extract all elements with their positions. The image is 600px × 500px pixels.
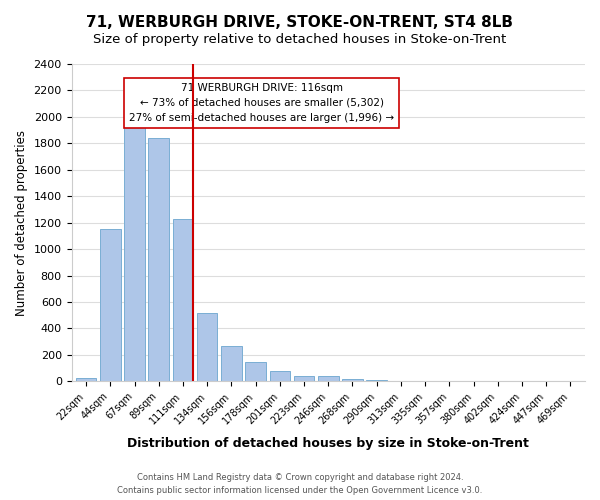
Bar <box>221 346 242 382</box>
Bar <box>124 122 145 382</box>
Text: Size of property relative to detached houses in Stoke-on-Trent: Size of property relative to detached ho… <box>94 32 506 46</box>
Text: Contains HM Land Registry data © Crown copyright and database right 2024.
Contai: Contains HM Land Registry data © Crown c… <box>118 474 482 495</box>
Bar <box>367 380 387 382</box>
X-axis label: Distribution of detached houses by size in Stoke-on-Trent: Distribution of detached houses by size … <box>127 437 529 450</box>
Text: 71, WERBURGH DRIVE, STOKE-ON-TRENT, ST4 8LB: 71, WERBURGH DRIVE, STOKE-ON-TRENT, ST4 … <box>86 15 514 30</box>
Bar <box>245 362 266 382</box>
Bar <box>318 376 338 382</box>
Y-axis label: Number of detached properties: Number of detached properties <box>15 130 28 316</box>
Bar <box>173 220 193 382</box>
Bar <box>391 380 411 382</box>
Bar <box>342 378 363 382</box>
Bar <box>294 376 314 382</box>
Text: 71 WERBURGH DRIVE: 116sqm
← 73% of detached houses are smaller (5,302)
27% of se: 71 WERBURGH DRIVE: 116sqm ← 73% of detac… <box>129 83 394 122</box>
Bar <box>269 371 290 382</box>
Bar <box>76 378 97 382</box>
Bar <box>100 229 121 382</box>
Bar <box>197 312 217 382</box>
Bar <box>148 138 169 382</box>
